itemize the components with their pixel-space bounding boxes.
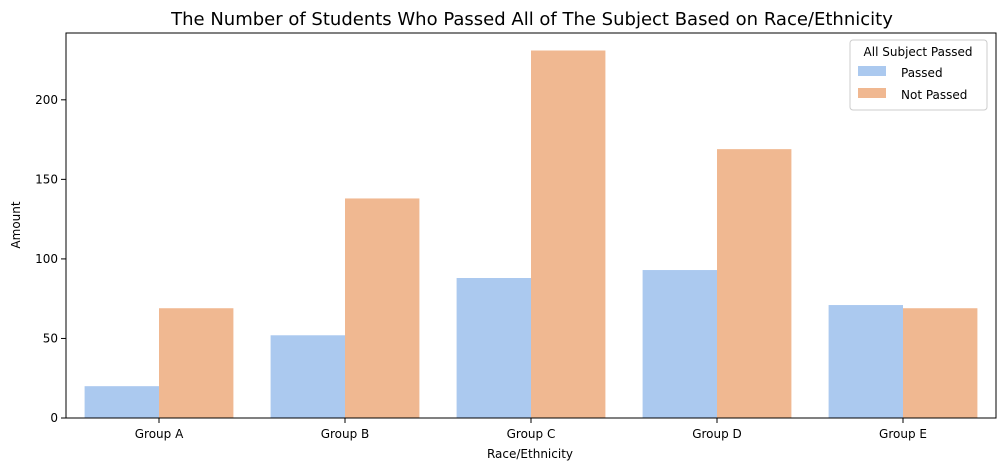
bar-group-b-not-passed <box>345 198 420 418</box>
bar-group-b-passed <box>270 335 345 418</box>
bar-group-e-passed <box>828 305 903 418</box>
bars <box>84 50 978 419</box>
x-tick-label: Group C <box>507 427 556 441</box>
y-tick-label: 100 <box>35 252 58 266</box>
legend-swatch-not-passed <box>858 88 886 98</box>
y-tick-label: 0 <box>50 411 58 425</box>
y-tick-label: 50 <box>43 331 58 345</box>
x-tick-label: Group B <box>321 427 370 441</box>
bar-group-c-passed <box>456 278 531 418</box>
legend-label-passed: Passed <box>901 66 943 80</box>
x-axis-label: Race/Ethnicity <box>487 447 573 461</box>
bar-group-d-passed <box>642 270 717 418</box>
chart-title: The Number of Students Who Passed All of… <box>170 9 893 30</box>
bar-group-a-not-passed <box>159 308 234 418</box>
x-tick-label: Group A <box>135 427 184 441</box>
bar-group-e-not-passed <box>903 308 978 418</box>
x-tick-label: Group E <box>879 427 927 441</box>
bar-group-a-passed <box>84 386 159 418</box>
legend-title: All Subject Passed <box>864 45 973 59</box>
bar-group-c-not-passed <box>531 50 606 418</box>
y-tick-label: 200 <box>35 93 58 107</box>
y-axis: 0 50 100 150 200 <box>35 93 66 425</box>
y-tick-label: 150 <box>35 172 58 186</box>
legend-label-not-passed: Not Passed <box>901 88 967 102</box>
legend-swatch-passed <box>858 66 886 76</box>
y-axis-label: Amount <box>9 201 23 248</box>
x-tick-label: Group D <box>692 427 742 441</box>
x-axis: Group A Group B Group C Group D Group E <box>135 418 927 441</box>
bar-group-d-not-passed <box>717 149 792 419</box>
legend: All Subject Passed Passed Not Passed <box>849 39 988 111</box>
